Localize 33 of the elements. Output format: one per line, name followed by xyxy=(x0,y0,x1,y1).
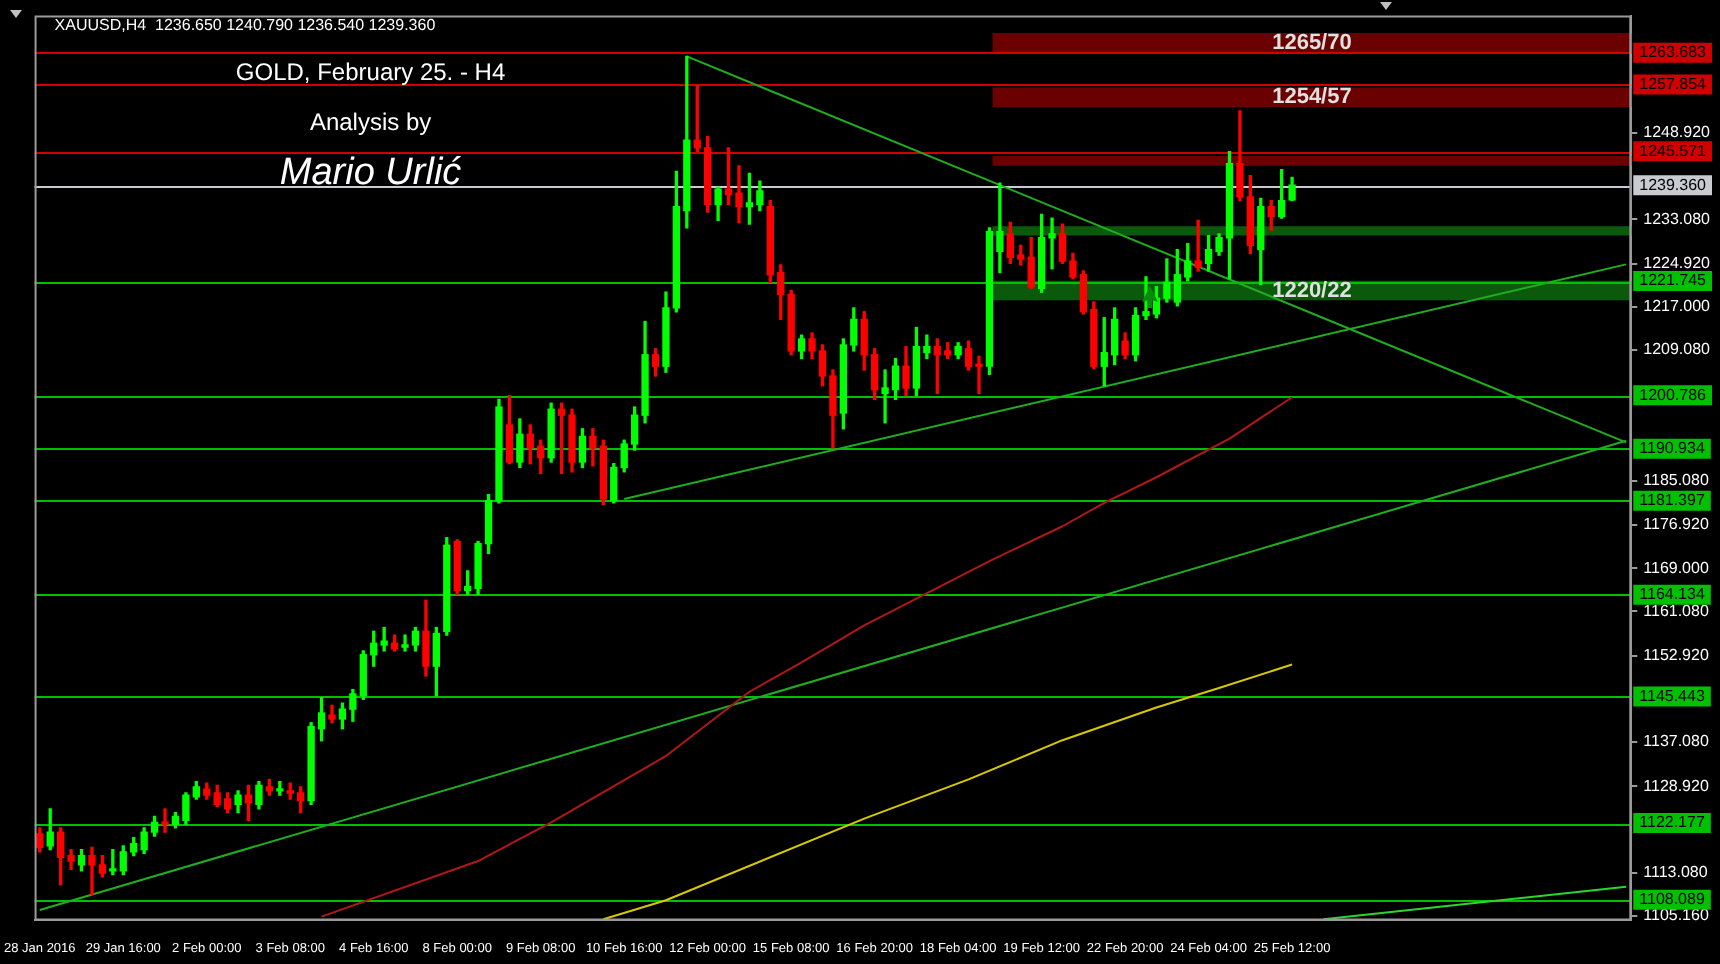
y-tick-label: 1152.920 xyxy=(1643,646,1710,665)
ref-line-label: 1145.443 xyxy=(1639,686,1706,705)
y-tick-label: 1128.920 xyxy=(1643,776,1710,795)
band-label: 1220/22 xyxy=(1272,278,1352,303)
ref-line-label: 1245.571 xyxy=(1639,141,1708,160)
y-tick-label: 1161.080 xyxy=(1643,601,1710,620)
band-label: 1254/57 xyxy=(1272,85,1352,110)
y-tick-label: 1224.920 xyxy=(1643,254,1712,273)
ref-line-label: 1181.397 xyxy=(1639,491,1706,510)
ref-line-label: 1221.745 xyxy=(1639,271,1708,290)
y-tick-label: 1209.080 xyxy=(1643,340,1712,359)
ref-line-label: 1257.854 xyxy=(1639,74,1708,93)
band-label: 1265/70 xyxy=(1272,30,1352,55)
ref-line-label: 1239.360 xyxy=(1639,175,1708,194)
text: GOLD, February 25. - H4 xyxy=(235,58,506,87)
ref-line-label: 1200.786 xyxy=(1639,385,1708,404)
y-tick-label: 1113.080 xyxy=(1643,863,1709,882)
ref-line-label: 1108.089 xyxy=(1639,890,1706,909)
y-tick-label: 1105.160 xyxy=(1643,906,1710,925)
y-tick-label: 1176.920 xyxy=(1643,515,1710,534)
y-tick-label: 1185.080 xyxy=(1643,471,1710,490)
y-tick-label: 1137.080 xyxy=(1643,732,1710,751)
annotation: XAUUSD,H4 1236.650 1240.790 1236.540 1239.360 xyxy=(54,16,437,35)
ref-line-label: 1263.683 xyxy=(1639,43,1708,62)
ref-line-label: 1190.934 xyxy=(1639,439,1706,458)
annotation: Mario Urlić xyxy=(279,152,463,195)
ref-line-label: 1122.177 xyxy=(1639,813,1706,832)
text: Analysis by xyxy=(309,108,432,137)
ref-line-label: 1164.134 xyxy=(1639,585,1706,604)
y-tick-label: 1217.000 xyxy=(1643,297,1712,316)
y-tick-label: 1248.920 xyxy=(1643,123,1712,142)
y-tick-label: 1233.080 xyxy=(1643,209,1712,228)
y-tick-label: 1169.000 xyxy=(1643,558,1710,577)
